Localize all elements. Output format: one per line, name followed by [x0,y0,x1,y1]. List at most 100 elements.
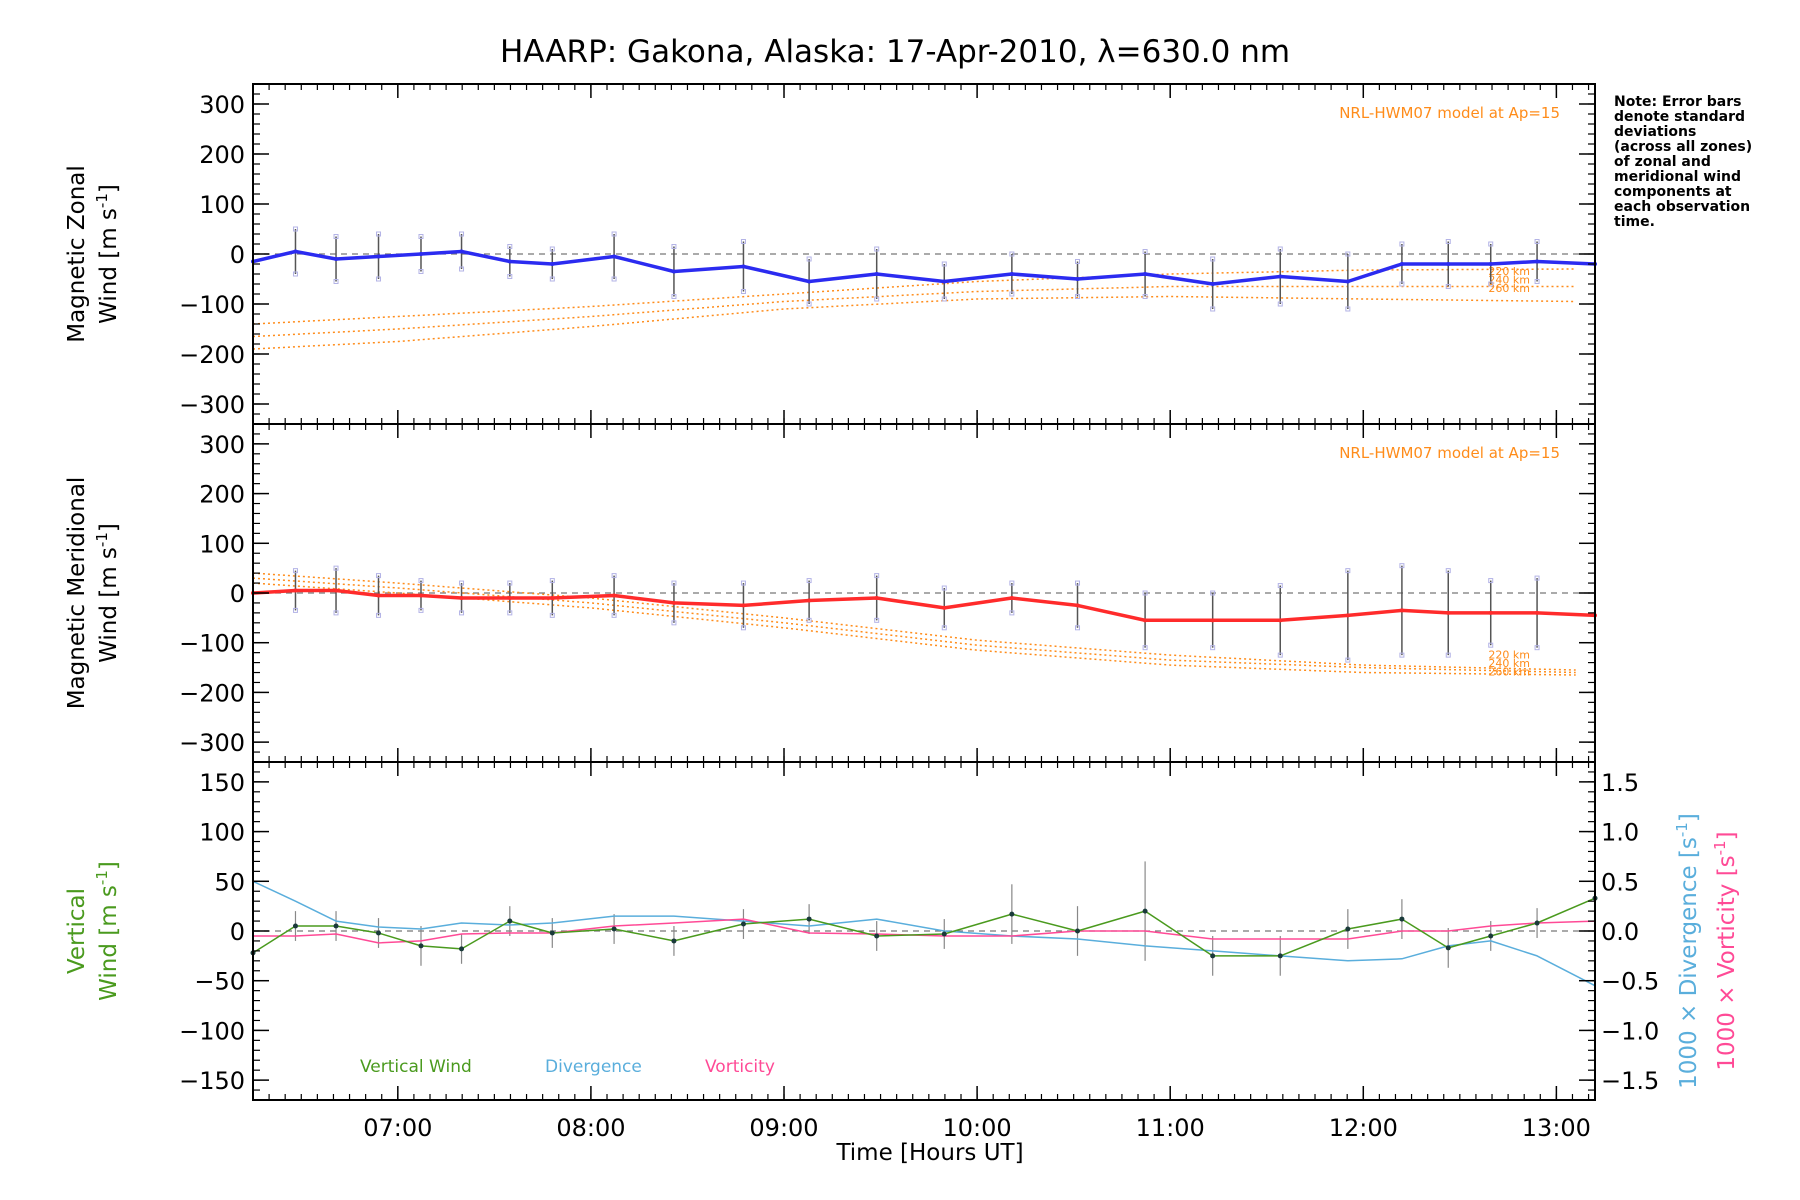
note-line: time. [1614,214,1655,230]
chart-title: HAARP: Gakona, Alaska: 17-Apr-2010, λ=63… [500,34,1290,70]
vertical-wind-point [941,931,947,937]
altitude-label: 220 km [1488,265,1530,278]
zone-point [1534,645,1540,651]
zone-point [740,239,746,244]
zone-point [1399,241,1405,247]
zone-point [1009,610,1015,616]
vertical-wind-point [1488,933,1494,939]
model-label: NRL-HWM07 model at Ap=15 [1339,104,1560,122]
zone-point [1488,578,1494,584]
zone-point [507,244,513,249]
wind-point [1488,610,1493,615]
zone-point [1399,652,1405,658]
wind-point [507,595,512,600]
wind-point [807,598,812,603]
zone-point [740,625,746,631]
wind-point [1446,610,1451,615]
zone-point [1488,241,1494,247]
y-tick-label: −200 [179,341,245,369]
zone-point [1277,246,1283,252]
wind-point [1210,618,1215,623]
vorticity-axis-label: 1000 × Vorticity [s-1] [1711,831,1740,1070]
legend-entry: Vorticity [705,1057,775,1077]
y-tick-label: −300 [179,729,245,757]
y-axis-label-line1: Magnetic Meridional [64,477,90,710]
meridional-wind-line [252,588,1596,623]
wind-point [671,600,676,605]
y-tick-label: 100 [199,191,245,219]
wind-point [741,603,746,608]
zone-point [1445,568,1451,574]
zone-point [1009,291,1015,297]
x-tick-label: 11:00 [1136,1114,1205,1142]
model-label: NRL-HWM07 model at Ap=15 [1339,444,1560,462]
zone-point [1142,249,1148,254]
zone-point [376,612,382,618]
wind-point [459,249,464,254]
vertical-wind-point [1399,916,1405,922]
zone-point [1210,645,1216,651]
vertical-wind-point [1009,911,1015,917]
zone-point [1534,239,1540,244]
zone-point [1445,284,1451,289]
zone-point [507,274,513,279]
zone-point [1534,279,1540,284]
note-line: (across all zones) [1614,139,1752,155]
zone-point [1399,281,1405,287]
zone-point [333,279,339,284]
model-curve [252,577,1576,674]
wind-point [1488,262,1493,266]
wind-point [334,257,339,261]
y-axis-label-line2: Wind [m s-1] [93,184,122,324]
zone-point [459,266,465,272]
legend-entry: Divergence [545,1057,642,1077]
zone-point [1534,575,1540,581]
wind-point [418,252,423,256]
wind-point [1075,277,1080,281]
y-tick-label: −300 [179,391,245,419]
model-curve [252,285,1576,338]
zone-point [333,565,339,571]
legend-entry: Vertical Wind [360,1057,472,1077]
wind-point [1278,618,1283,623]
vertical-wind-point [418,943,424,949]
divergence-axis-label: 1000 × Divergence [s-1] [1673,813,1702,1089]
zone-point [376,573,382,579]
wind-point [1143,272,1148,276]
zone-point [611,612,617,618]
model-curve [252,582,1576,676]
x-tick-label: 09:00 [749,1114,818,1142]
note-line: each observation [1614,199,1750,215]
vertical-wind-point [1534,920,1540,926]
x-tick-label: 10:00 [943,1114,1012,1142]
vertical-wind-point [671,938,677,944]
y-tick-label: 300 [199,91,245,119]
wind-point [1535,259,1540,264]
zone-point [507,580,513,586]
y-tick-label: 0 [230,580,245,608]
zone-point [418,269,424,274]
zone-point [1488,281,1494,287]
wind-point [1009,272,1014,276]
zone-point [740,580,746,586]
wind-point [612,254,617,259]
wind-point [874,595,879,600]
y-tick-label: 300 [199,431,245,459]
vertical-wind-point [611,926,617,932]
wind-point [376,254,381,259]
note-line: meridional wind [1614,169,1741,185]
wind-point [671,269,676,274]
vertical-panel: −150 −100 −50 0 50 100 150 −1.5 −1.0 −0.5 0.0 0.5 1.… [64,761,1740,1101]
note-line: Note: Error bars [1614,94,1741,110]
vertical-wind-point [507,918,513,924]
zone-point [874,617,880,623]
zone-point [418,234,424,239]
y-axis-label-line1: Magnetic Zonal [64,165,90,343]
zone-point [333,610,339,616]
zone-point [611,231,617,237]
y-axis-label-line1: Vertical [64,888,90,974]
zone-point [1210,256,1216,262]
zone-point [874,246,880,252]
